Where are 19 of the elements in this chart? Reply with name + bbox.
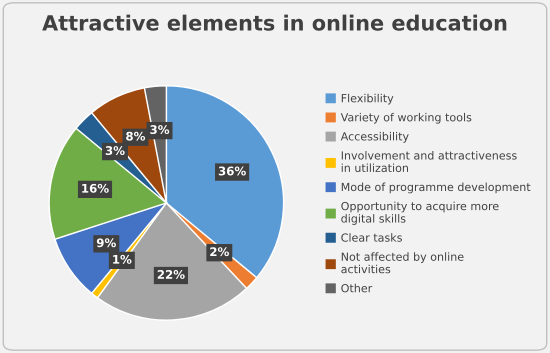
legend-label: Clear tasks <box>341 233 402 242</box>
legend-label: Opportunity to acquire more digital skills <box>341 202 499 225</box>
data-label: 16% <box>82 184 109 193</box>
data-label: 3% <box>150 125 170 134</box>
data-label: 1% <box>113 254 132 264</box>
chart-title: Attractive elements in online education <box>42 14 506 31</box>
data-label: 2% <box>210 247 229 256</box>
data-label: 9% <box>96 238 116 248</box>
legend-label: Not affected by online activities <box>341 252 464 274</box>
legend-label: Flexibility <box>342 94 394 105</box>
data-label: 22% <box>158 270 185 279</box>
legend-label: Accessibility <box>340 132 409 143</box>
legend-label: Variety of working tools <box>340 112 472 124</box>
data-label: 36% <box>218 166 246 176</box>
legend-label: Other <box>341 284 372 292</box>
legend-label: Involvement and attractiveness in utilization <box>342 151 517 172</box>
data-label: 3% <box>106 146 125 156</box>
legend-label: Mode of programme development <box>342 182 530 194</box>
data-label: 8% <box>126 132 146 141</box>
